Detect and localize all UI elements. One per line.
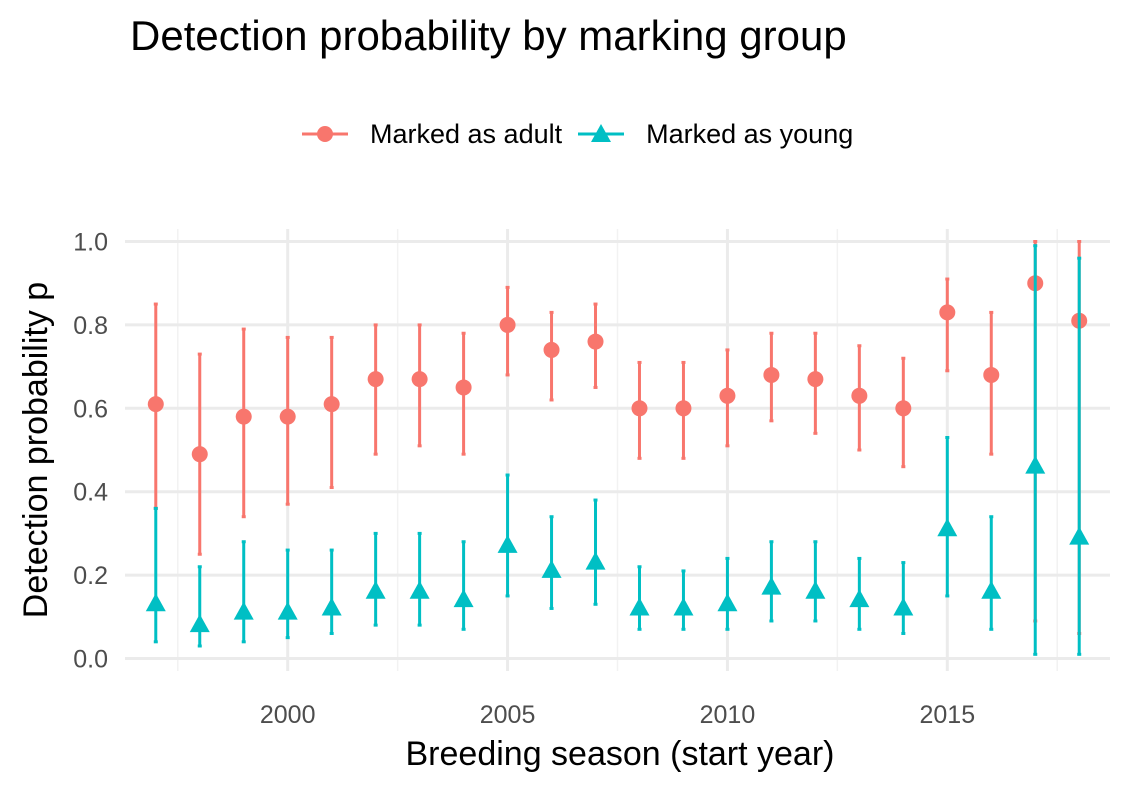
y-tick-label: 0.8: [73, 312, 108, 340]
data-point-triangle: [805, 580, 826, 599]
y-axis-title: Detection probability p: [17, 282, 55, 618]
data-point-triangle: [981, 580, 1002, 599]
y-tick-label: 0.2: [73, 562, 108, 590]
data-point-circle: [851, 387, 868, 404]
legend-label-young: Marked as young: [646, 118, 854, 149]
data-point-triangle: [497, 534, 518, 553]
data-point-circle: [543, 341, 560, 358]
data-point-circle: [807, 371, 824, 388]
data-point-triangle: [1069, 526, 1090, 545]
legend-key-adult: [302, 126, 348, 142]
data-point-triangle: [585, 551, 606, 570]
data-point-circle: [983, 366, 1000, 383]
data-point-circle: [939, 304, 956, 321]
data-point-triangle: [673, 597, 694, 616]
data-point-circle: [147, 396, 164, 413]
series-layer: [145, 240, 1090, 656]
data-point-triangle: [1025, 455, 1046, 474]
data-point-circle: [279, 408, 296, 425]
data-point-circle: [455, 379, 472, 396]
data-point-circle: [411, 371, 428, 388]
data-point-triangle: [233, 601, 254, 620]
data-point-circle: [323, 396, 340, 413]
data-point-circle: [631, 400, 648, 417]
x-tick-label: 2010: [700, 701, 756, 729]
data-point-circle: [191, 446, 208, 463]
data-point-triangle: [761, 576, 782, 595]
data-point-triangle: [321, 597, 342, 616]
legend-label-adult: Marked as adult: [370, 118, 563, 149]
x-axis-title: Breeding season (start year): [406, 735, 835, 773]
data-point-triangle: [893, 597, 914, 616]
data-point-triangle: [629, 597, 650, 616]
x-tick-label: 2005: [480, 701, 536, 729]
chart-title: Detection probability by marking group: [130, 12, 847, 59]
legend-key-young: [578, 124, 625, 142]
data-point-circle: [367, 371, 384, 388]
y-tick-label: 0.6: [73, 395, 108, 423]
y-tick-label: 0.4: [73, 479, 108, 507]
data-point-circle: [587, 333, 604, 350]
data-point-circle: [895, 400, 912, 417]
legend-entry-adult: Marked as adult: [300, 112, 562, 156]
minor-gridlines: [177, 229, 1058, 671]
data-point-triangle: [849, 589, 870, 608]
data-point-circle: [719, 387, 736, 404]
legend: Marked as adult Marked as young: [300, 112, 867, 156]
y-axis-ticks: 0.0 0.2 0.4 0.6 0.8 1.0: [73, 229, 108, 674]
data-point-triangle: [937, 518, 958, 537]
data-point-triangle: [409, 580, 430, 599]
data-point-triangle: [717, 593, 738, 612]
data-point-triangle: [277, 601, 298, 620]
series-young: [145, 244, 1090, 656]
data-point-circle: [763, 366, 780, 383]
data-point-triangle: [189, 614, 210, 633]
y-tick-label: 1.0: [73, 229, 108, 257]
legend-entry-young: Marked as young: [576, 112, 853, 156]
data-point-triangle: [365, 580, 386, 599]
data-point-circle: [499, 316, 516, 333]
x-tick-label: 2000: [260, 701, 316, 729]
x-axis-ticks: 2000 2005 2010 2015: [260, 701, 975, 729]
data-point-circle: [235, 408, 252, 425]
y-tick-label: 0.0: [73, 645, 108, 673]
x-tick-label: 2015: [919, 701, 975, 729]
data-point-triangle: [541, 559, 562, 578]
data-point-triangle: [453, 589, 474, 608]
data-point-triangle: [145, 593, 166, 612]
data-point-circle: [675, 400, 692, 417]
